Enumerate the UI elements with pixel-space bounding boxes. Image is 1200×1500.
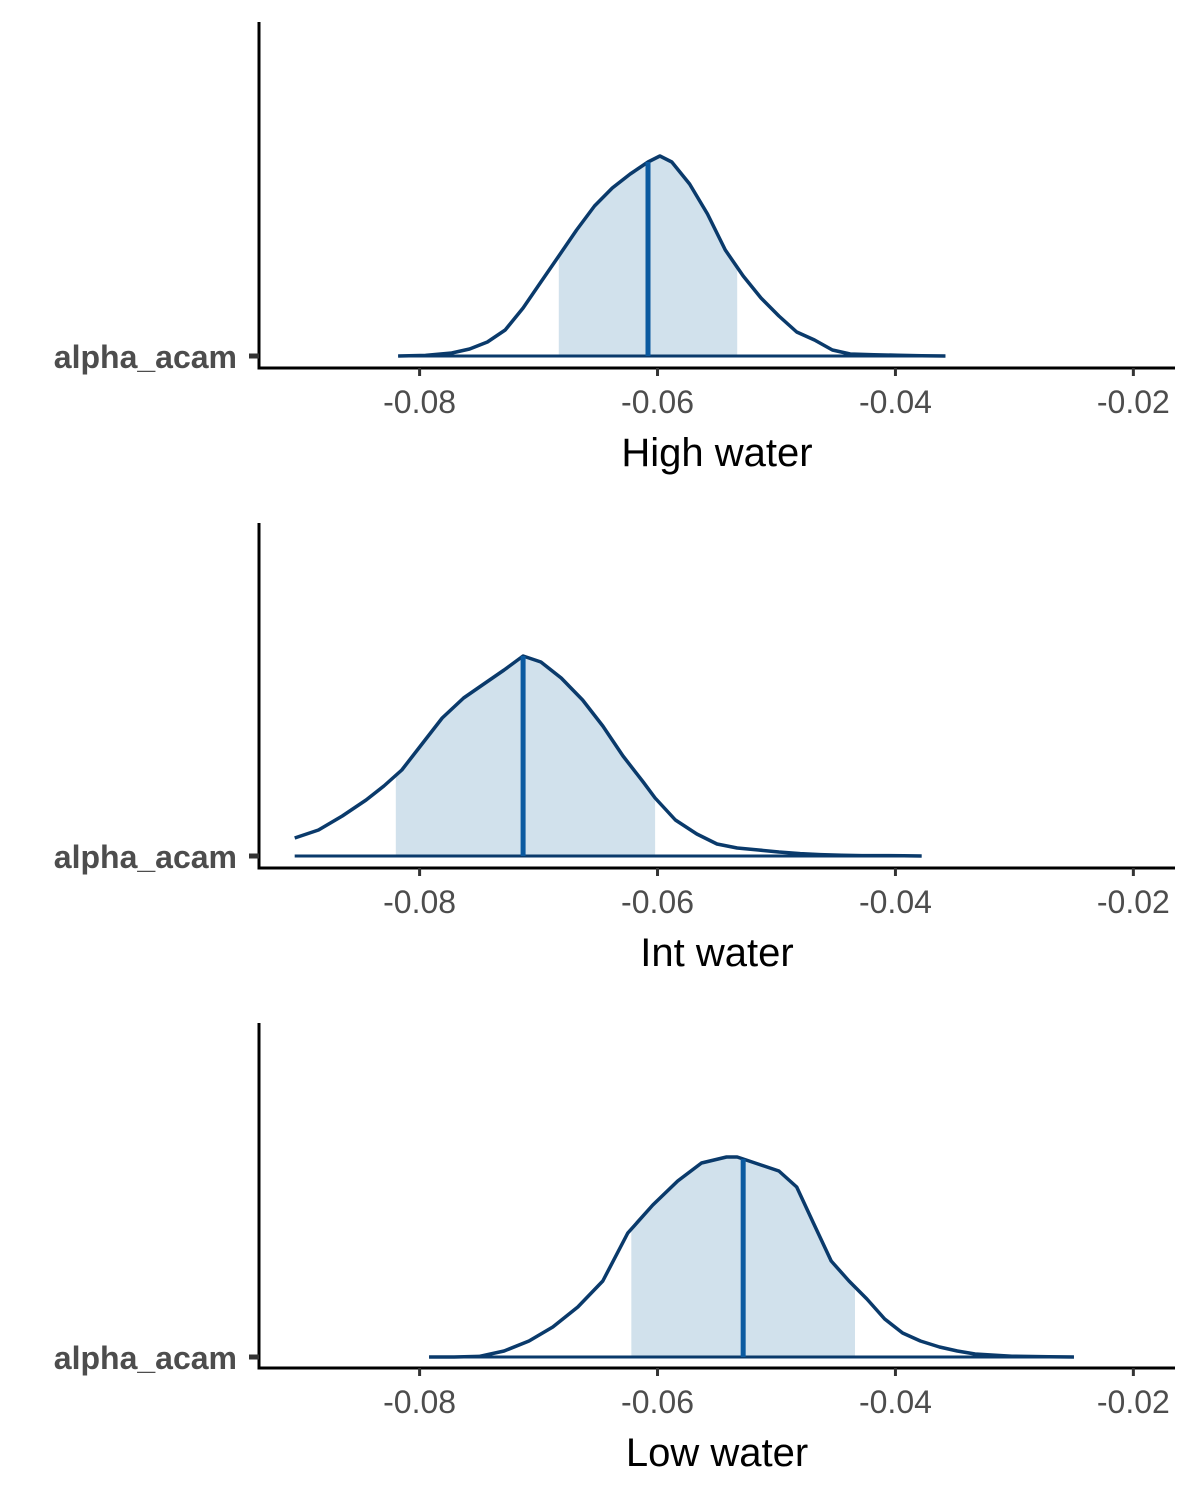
y-tick-label: alpha_acam bbox=[54, 339, 237, 375]
x-tick-label: -0.04 bbox=[859, 1384, 932, 1420]
x-tick-label: -0.06 bbox=[621, 1384, 694, 1420]
y-tick-label: alpha_acam bbox=[54, 1340, 237, 1376]
panel-low-water: alpha_acam -0.08 -0.06 -0.04 -0.02 Low water bbox=[54, 1023, 1175, 1475]
x-tick-label: -0.02 bbox=[1097, 1384, 1170, 1420]
x-tick-label: -0.08 bbox=[383, 1384, 456, 1420]
x-tick-label: -0.06 bbox=[621, 384, 694, 420]
density-curve bbox=[398, 154, 946, 358]
x-tick-label: -0.04 bbox=[859, 884, 932, 920]
x-tick-label: -0.02 bbox=[1097, 384, 1170, 420]
x-axis-title: Low water bbox=[626, 1431, 808, 1475]
x-axis-title: Int water bbox=[640, 931, 793, 975]
x-tick-label: -0.08 bbox=[383, 384, 456, 420]
y-tick-label: alpha_acam bbox=[54, 839, 237, 875]
density-curve bbox=[294, 654, 922, 858]
panel-int-water: alpha_acam -0.08 -0.06 -0.04 -0.02 Int water bbox=[54, 523, 1175, 975]
x-tick-label: -0.08 bbox=[383, 884, 456, 920]
x-axis-title: High water bbox=[621, 431, 812, 475]
density-curve bbox=[429, 1155, 1074, 1359]
x-tick-label: -0.06 bbox=[621, 884, 694, 920]
x-tick-label: -0.04 bbox=[859, 384, 932, 420]
panel-high-water: alpha_acam -0.08 -0.06 -0.04 -0.02 High water bbox=[54, 22, 1175, 475]
x-tick-label: -0.02 bbox=[1097, 884, 1170, 920]
